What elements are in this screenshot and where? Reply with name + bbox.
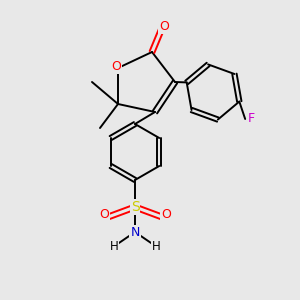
Text: O: O bbox=[111, 59, 121, 73]
Text: H: H bbox=[152, 241, 160, 254]
Text: O: O bbox=[161, 208, 171, 221]
Text: O: O bbox=[99, 208, 109, 221]
Text: F: F bbox=[248, 112, 255, 125]
Text: H: H bbox=[110, 241, 118, 254]
Text: O: O bbox=[159, 20, 169, 32]
Text: N: N bbox=[130, 226, 140, 238]
Text: S: S bbox=[130, 200, 140, 214]
